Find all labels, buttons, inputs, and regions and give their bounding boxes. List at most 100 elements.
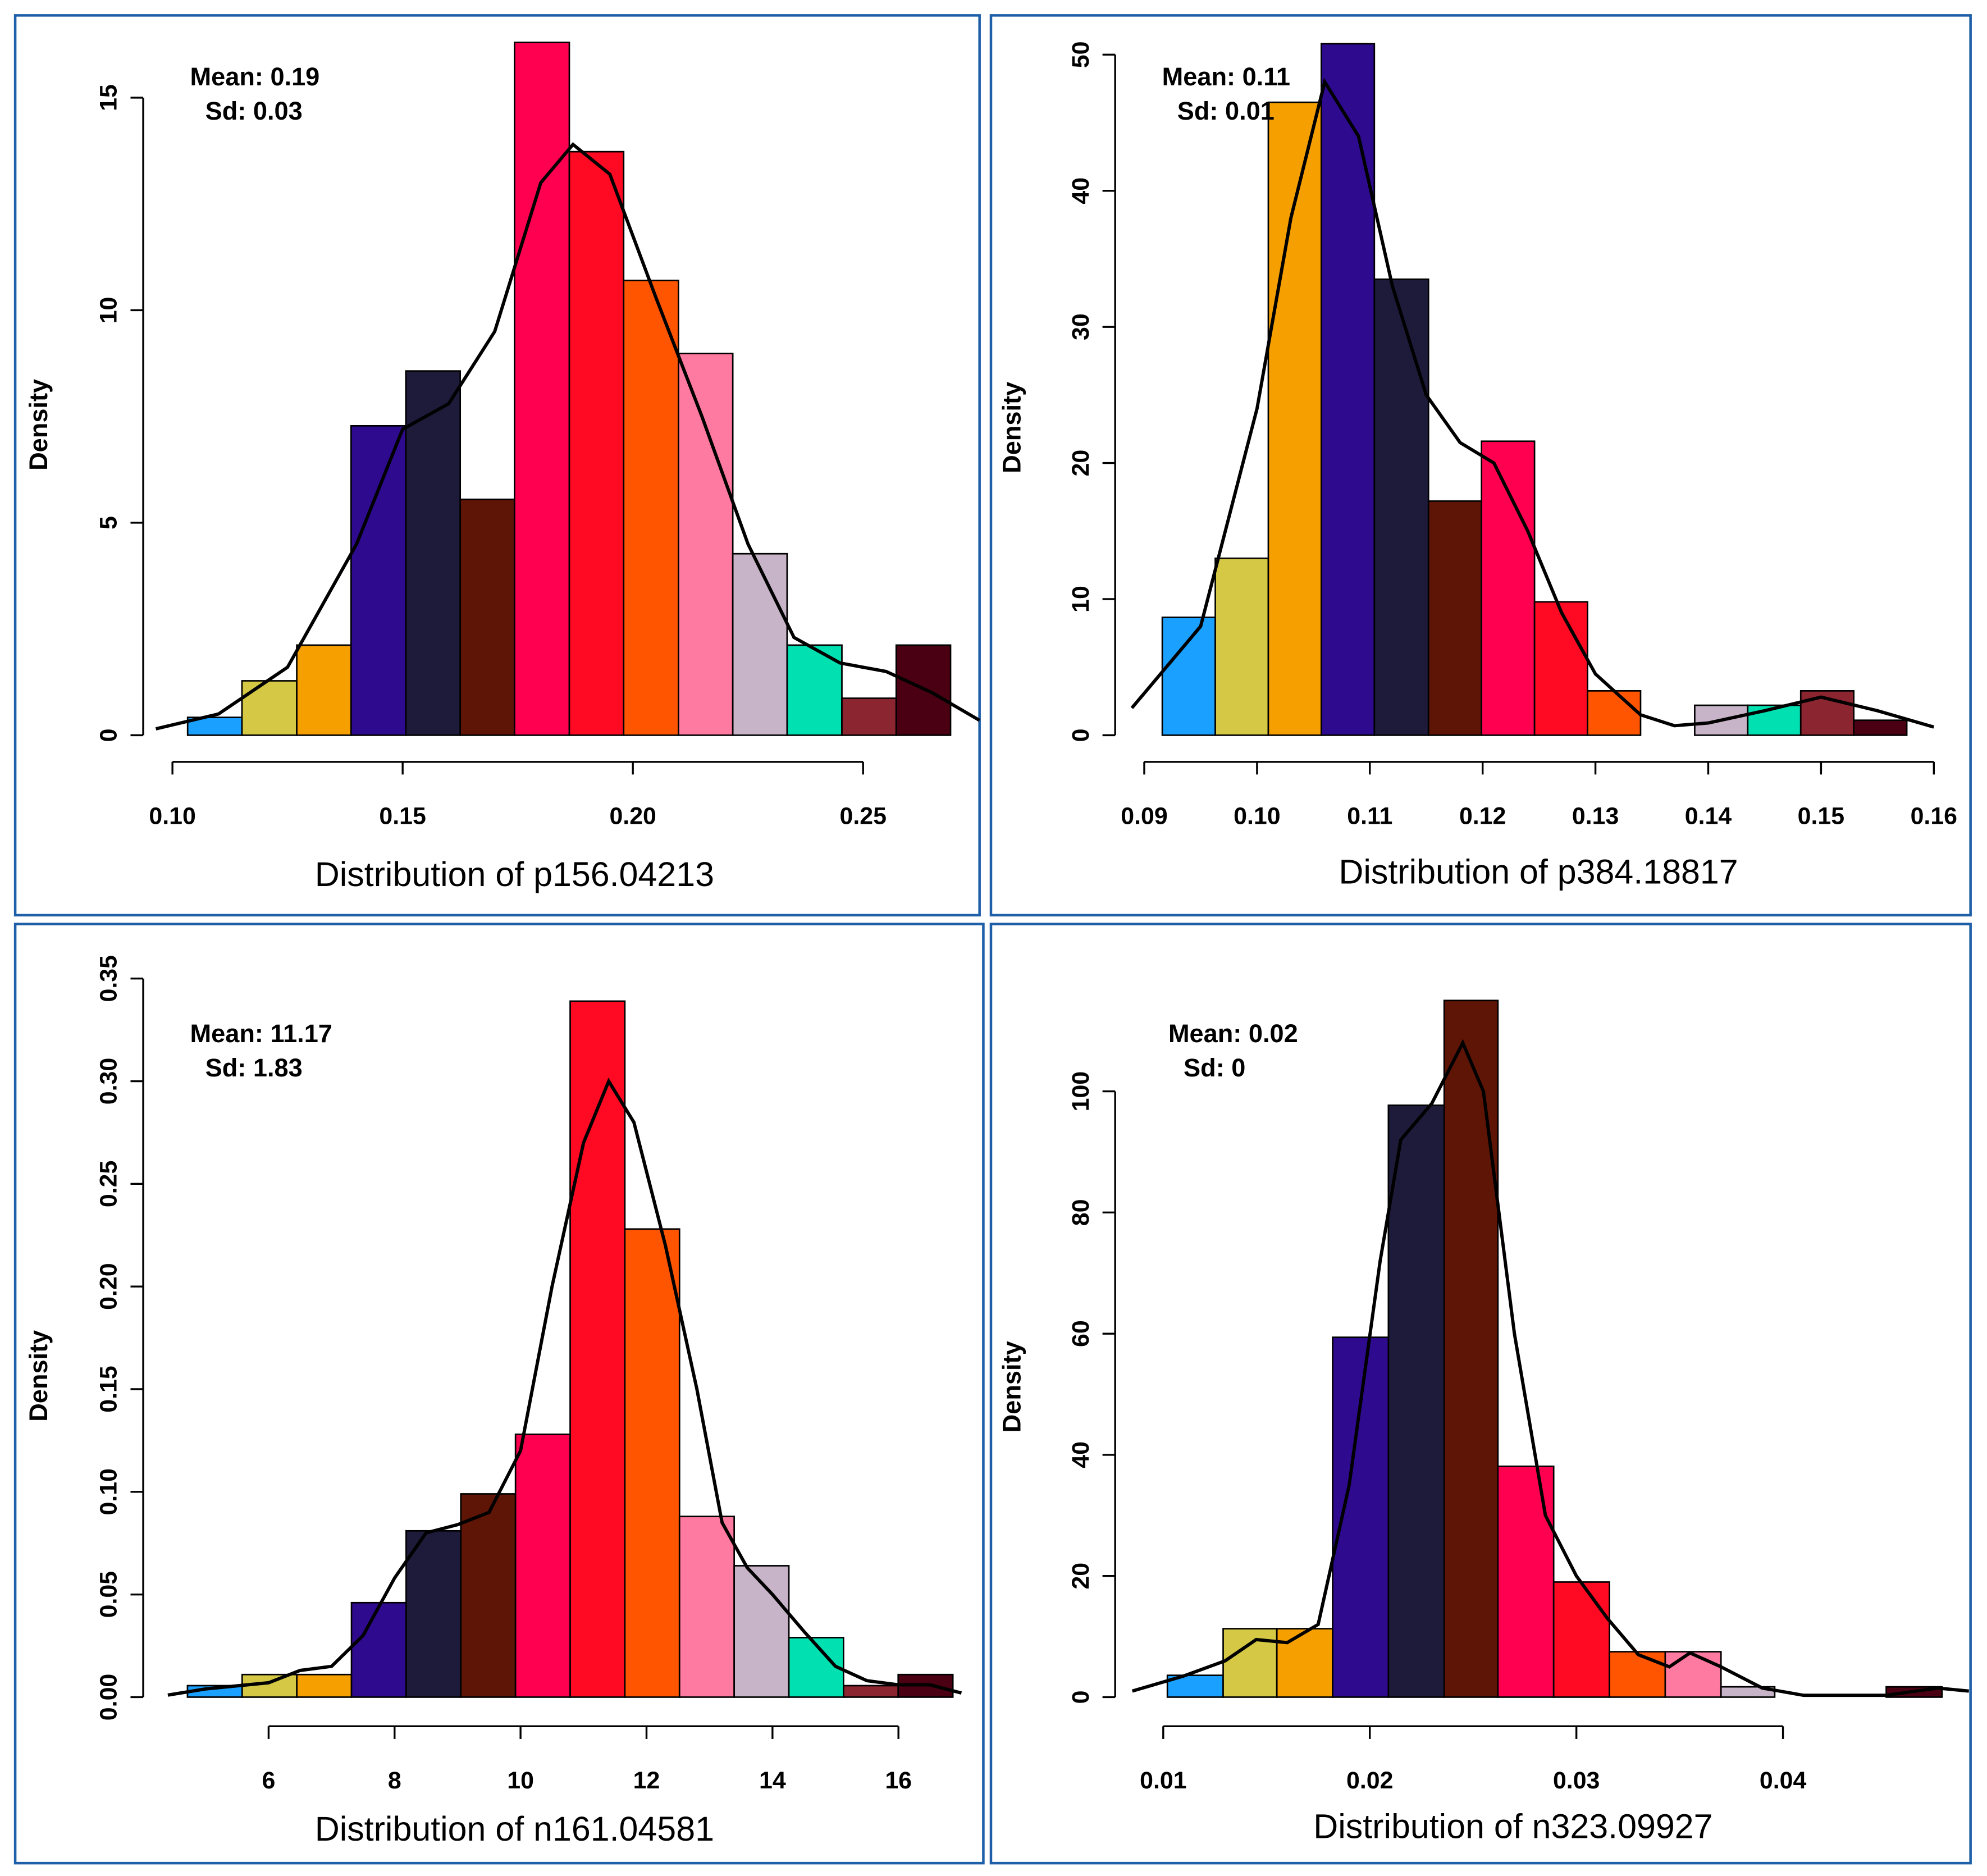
annotation: Sd: 1.83 bbox=[205, 1053, 303, 1082]
y-tick-label: 0.05 bbox=[95, 1571, 122, 1618]
x-tick-label: 10 bbox=[507, 1767, 534, 1794]
x-tick-label: 0.15 bbox=[379, 802, 426, 829]
histogram-bar bbox=[296, 1673, 353, 1698]
histogram-bar bbox=[841, 697, 897, 736]
x-tick-label: 0.12 bbox=[1459, 802, 1506, 829]
y-tick-label: 0.20 bbox=[95, 1263, 122, 1309]
histogram-bar bbox=[623, 280, 679, 736]
histogram-bar bbox=[459, 498, 515, 736]
histogram-bar bbox=[296, 644, 352, 736]
x-tick-label: 0.16 bbox=[1911, 802, 1957, 829]
y-tick-label: 5 bbox=[95, 516, 122, 530]
histogram-bar bbox=[1443, 999, 1499, 1698]
density-curve bbox=[1131, 1039, 1970, 1697]
panel-frame bbox=[13, 14, 981, 917]
y-axis-label: Density bbox=[24, 379, 53, 471]
y-tick-label: 15 bbox=[95, 84, 122, 111]
x-tick-label: 0.11 bbox=[1347, 802, 1392, 829]
x-axis-label: Distribution of p156.04213 bbox=[315, 855, 714, 893]
histogram-bar bbox=[514, 42, 570, 736]
y-axis-label: Density bbox=[998, 382, 1026, 473]
x-tick-label: 0.13 bbox=[1572, 802, 1619, 829]
histogram-bar bbox=[1720, 1686, 1776, 1698]
histogram-bar bbox=[1587, 690, 1642, 736]
panel-frame bbox=[989, 14, 1972, 917]
y-tick-label: 20 bbox=[1067, 1563, 1094, 1590]
density-curve bbox=[167, 1078, 962, 1697]
y-tick-label: 0.15 bbox=[95, 1366, 122, 1412]
histogram-bar bbox=[1214, 557, 1269, 736]
y-tick-label: 0 bbox=[1067, 1691, 1094, 1704]
annotation: Sd: 0.03 bbox=[205, 97, 303, 125]
y-tick-label: 0.25 bbox=[95, 1161, 122, 1207]
x-tick-label: 0.01 bbox=[1140, 1767, 1186, 1794]
histogram-bar bbox=[186, 716, 243, 736]
histogram-bar bbox=[1747, 704, 1802, 736]
histogram-bar bbox=[514, 1434, 571, 1698]
panel-frame bbox=[13, 923, 985, 1865]
histogram-bar bbox=[1276, 1628, 1333, 1698]
x-tick-label: 0.15 bbox=[1798, 802, 1844, 829]
y-tick-label: 40 bbox=[1067, 177, 1094, 204]
y-tick-label: 80 bbox=[1067, 1199, 1094, 1226]
histogram-bar bbox=[1222, 1628, 1278, 1698]
x-tick-label: 0.02 bbox=[1346, 1767, 1393, 1794]
y-tick-label: 30 bbox=[1067, 313, 1094, 340]
annotation: Sd: 0.01 bbox=[1177, 97, 1275, 125]
histogram-bar bbox=[1387, 1104, 1445, 1698]
histogram-bar bbox=[1161, 617, 1216, 736]
histogram-bar bbox=[1497, 1466, 1555, 1698]
histogram-bar bbox=[405, 1530, 462, 1698]
x-tick-label: 0.14 bbox=[1685, 802, 1732, 829]
x-tick-label: 0.09 bbox=[1121, 802, 1167, 829]
annotation: Sd: 0 bbox=[1184, 1053, 1245, 1082]
y-tick-label: 0.10 bbox=[95, 1468, 122, 1515]
y-tick-label: 0 bbox=[1067, 728, 1094, 742]
annotation: Mean: 0.19 bbox=[190, 62, 320, 91]
histogram-bar bbox=[568, 150, 625, 736]
histogram-bar bbox=[241, 680, 298, 736]
y-tick-label: 10 bbox=[95, 297, 122, 324]
y-tick-label: 60 bbox=[1067, 1320, 1094, 1347]
x-tick-label: 0.10 bbox=[149, 802, 195, 829]
x-tick-label: 14 bbox=[759, 1767, 786, 1794]
histogram-bar bbox=[843, 1685, 899, 1698]
annotation: Mean: 11.17 bbox=[190, 1019, 332, 1048]
y-tick-label: 0 bbox=[95, 728, 122, 742]
histogram-bar bbox=[405, 370, 462, 736]
x-axis-label: Distribution of p384.18817 bbox=[1339, 853, 1738, 891]
histogram-bar bbox=[678, 1516, 735, 1698]
histogram-bar bbox=[1664, 1651, 1722, 1698]
x-tick-label: 16 bbox=[885, 1767, 912, 1794]
x-tick-label: 0.20 bbox=[609, 802, 656, 829]
histogram-bar bbox=[569, 1000, 626, 1698]
y-tick-label: 20 bbox=[1067, 450, 1094, 477]
panel-frame bbox=[989, 923, 1972, 1865]
histogram-bar bbox=[1481, 440, 1536, 736]
x-tick-label: 12 bbox=[633, 1767, 660, 1794]
density-curve bbox=[155, 142, 981, 731]
histogram-bar bbox=[1853, 719, 1908, 736]
histogram-bar bbox=[1321, 43, 1376, 736]
y-tick-label: 0.00 bbox=[95, 1674, 122, 1720]
histogram-bar bbox=[733, 1565, 790, 1698]
histogram-bar bbox=[678, 353, 734, 736]
x-tick-label: 6 bbox=[262, 1767, 275, 1794]
annotation: Mean: 0.02 bbox=[1168, 1019, 1298, 1048]
histogram-bar bbox=[1552, 1581, 1610, 1698]
x-tick-label: 0.10 bbox=[1234, 802, 1280, 829]
y-tick-label: 100 bbox=[1067, 1071, 1094, 1112]
histogram-bar bbox=[732, 553, 788, 736]
y-tick-label: 50 bbox=[1067, 41, 1094, 68]
x-tick-label: 0.03 bbox=[1553, 1767, 1600, 1794]
histogram-bar bbox=[350, 425, 407, 736]
x-tick-label: 8 bbox=[388, 1767, 401, 1794]
histogram-bar bbox=[1373, 278, 1429, 736]
histogram-bar bbox=[350, 1601, 407, 1698]
y-tick-label: 0.35 bbox=[95, 955, 122, 1002]
histogram-bar bbox=[1533, 601, 1588, 736]
x-axis-label: Distribution of n323.09927 bbox=[1313, 1807, 1712, 1845]
histogram-bar bbox=[624, 1228, 680, 1698]
